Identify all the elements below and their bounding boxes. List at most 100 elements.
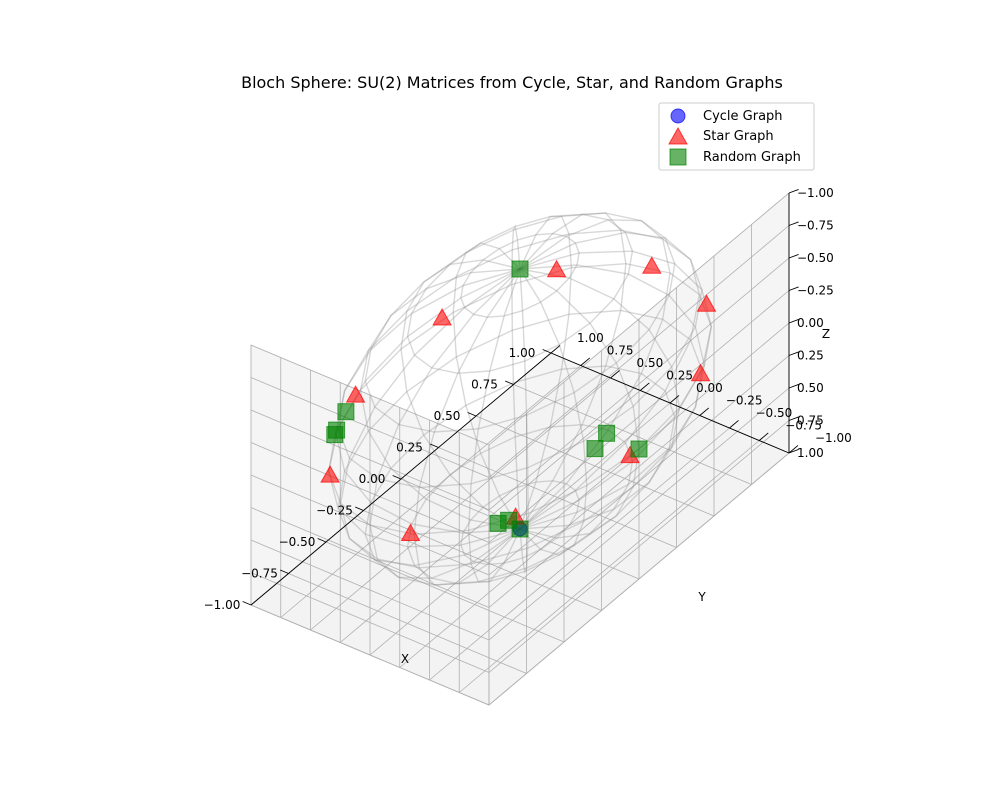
sphere-longitude-line	[519, 250, 713, 530]
y-tick-mark	[639, 382, 650, 391]
x-tick-label: 0.00	[359, 472, 386, 486]
sphere-longitude-line	[519, 215, 573, 530]
y-tick-mark	[550, 345, 561, 354]
y-tick-label: 0.00	[696, 381, 723, 395]
z-tick-mark	[788, 286, 799, 291]
y-tick-label: 0.50	[637, 356, 664, 370]
y-tick-mark	[610, 370, 620, 379]
x-tick-label: −0.25	[316, 504, 353, 518]
grid-line-yz-z	[250, 539, 490, 641]
grid-line-xz-z	[488, 452, 790, 706]
axes: −1.00−1.00−1.00−0.75−0.75−0.75−0.50−0.50…	[204, 186, 852, 612]
chart-title: Bloch Sphere: SU(2) Matrices from Cycle,…	[241, 73, 783, 92]
z-tick-mark	[788, 319, 799, 324]
z-tick-label: 0.75	[797, 414, 824, 428]
z-tick-mark	[788, 449, 799, 454]
y-tick-mark	[699, 407, 710, 416]
legend-item-random: Random Graph	[669, 148, 801, 166]
sphere-latitude-line	[406, 213, 634, 375]
z-tick-label: −0.50	[797, 251, 834, 265]
random-graph-point	[586, 440, 604, 458]
x-tick-label: 0.75	[471, 378, 498, 392]
random-graph-point	[630, 440, 648, 458]
legend-marker-random	[669, 148, 687, 166]
grid-line-xy-x	[438, 447, 677, 548]
z-tick-mark	[788, 189, 799, 194]
x-tick-label: 1.00	[509, 346, 536, 360]
x-tick-mark	[429, 443, 439, 448]
star-graph-point	[641, 256, 662, 274]
sphere-longitude-line	[339, 268, 521, 567]
grid-line-xy-x	[475, 415, 715, 517]
grid-line-xz-z	[488, 355, 790, 608]
sphere-longitude-line	[400, 259, 521, 530]
y-tick-label: 0.75	[607, 343, 634, 357]
sphere-longitude-line	[467, 268, 521, 583]
x-axis-label: X	[401, 652, 409, 666]
sphere-longitude-line	[359, 268, 521, 530]
grid-line-xy-x	[513, 384, 752, 485]
sphere-latitude-line	[364, 212, 676, 433]
y-axis-label: Y	[697, 590, 706, 604]
data-points	[320, 256, 717, 541]
legend: Cycle Graph Star Graph Random Graph	[658, 102, 815, 171]
grid-line-xy-y	[310, 377, 611, 631]
random-graph-point	[337, 403, 355, 421]
sphere-wireframe	[327, 212, 713, 586]
grid-line-yz-z	[250, 604, 490, 706]
y-tick-label: 1.00	[577, 331, 604, 345]
sphere-latitude-line	[406, 423, 634, 585]
z-tick-label: 1.00	[797, 446, 824, 460]
grid-line-yz-z	[250, 507, 490, 608]
sphere-longitude-line	[519, 268, 588, 556]
grid-line-yz-z	[250, 474, 490, 576]
x-tick-mark	[242, 601, 252, 606]
legend-item-star: Star Graph	[668, 126, 774, 145]
z-tick-label: 0.25	[797, 349, 824, 363]
z-axis-label: Z	[822, 327, 830, 341]
legend-label-random: Random Graph	[703, 150, 801, 165]
sphere-latitude-line	[337, 229, 703, 489]
random-graph-point	[511, 260, 529, 278]
z-tick-label: −0.25	[797, 284, 834, 298]
x-tick-mark	[354, 506, 364, 511]
y-tick-mark	[580, 357, 591, 366]
y-tick-mark	[669, 395, 680, 404]
legend-marker-cycle	[670, 108, 686, 124]
z-tick-mark	[788, 384, 799, 389]
grid-line-xy-y	[280, 365, 582, 618]
sphere-longitude-line	[519, 264, 706, 530]
z-tick-label: 0.50	[797, 381, 824, 395]
z-tick-label: −0.75	[797, 219, 834, 233]
sphere-longitude-line	[511, 224, 521, 530]
star-graph-point	[320, 465, 340, 483]
z-tick-mark	[788, 254, 799, 259]
legend-label-cycle: Cycle Graph	[703, 109, 783, 124]
x-tick-label: −1.00	[204, 598, 241, 612]
sphere-longitude-line	[519, 231, 701, 530]
random-graph-point	[598, 424, 616, 442]
sphere-latitude-line	[337, 309, 703, 569]
z-tick-label: −1.00	[797, 186, 834, 200]
x-tick-label: −0.50	[279, 535, 316, 549]
x-tick-label: 0.25	[396, 441, 423, 455]
random-graph-point	[328, 421, 346, 439]
grid-line-xz-z	[488, 420, 790, 673]
x-tick-mark	[279, 569, 289, 574]
sphere-longitude-line	[452, 242, 521, 530]
sphere-longitude-line	[369, 268, 521, 579]
z-tick-mark	[788, 351, 799, 356]
x-tick-mark	[392, 475, 402, 480]
z-tick-mark	[788, 221, 799, 226]
y-tick-label: −0.50	[756, 406, 793, 420]
sphere-longitude-line	[519, 268, 529, 574]
x-tick-mark	[467, 412, 477, 417]
y-tick-mark	[729, 420, 739, 429]
legend-label-star: Star Graph	[703, 129, 774, 144]
y-tick-label: −0.25	[726, 393, 763, 407]
y-tick-label: 0.25	[666, 368, 693, 382]
star-graph-point	[345, 385, 366, 403]
x-tick-label: 0.50	[434, 409, 461, 423]
y-tick-label: −0.75	[785, 418, 822, 432]
